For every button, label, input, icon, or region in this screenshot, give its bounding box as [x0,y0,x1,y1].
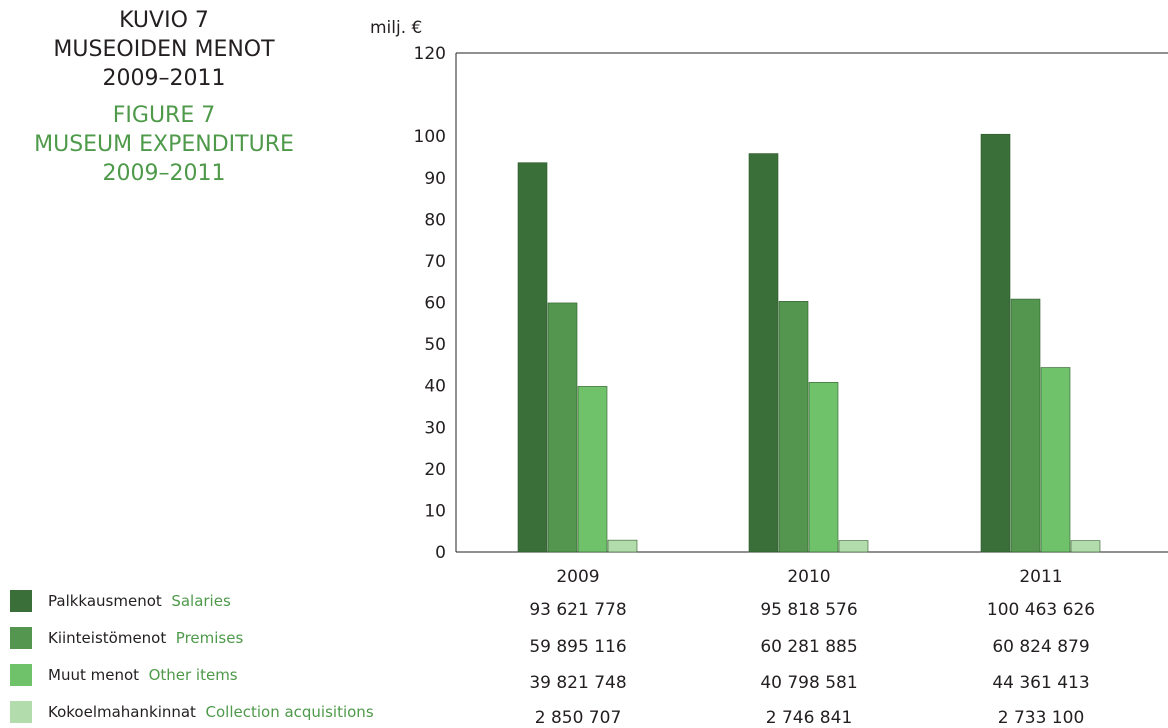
y-tick-label: 20 [424,460,446,480]
legend-label-fi: Kokoelmahankinnat [48,703,196,721]
y-tick-label: 10 [424,501,446,521]
legend-swatch [10,627,32,649]
figure-title: KUVIO 7 MUSEOIDEN MENOT 2009–2011 FIGURE… [0,6,328,188]
title-finnish: KUVIO 7 MUSEOIDEN MENOT 2009–2011 [0,6,328,93]
bar [808,382,839,553]
bar [748,153,779,553]
value-cell: 40 798 581 [760,673,858,693]
value-cell: 39 821 748 [529,673,627,693]
value-cell: 95 818 576 [760,600,858,620]
value-cell: 59 895 116 [529,637,627,657]
legend-label-en: Salaries [171,592,231,610]
y-tick-label: 90 [424,169,446,189]
legend-label-en: Collection acquisitions [205,703,374,721]
legend-label-en: Other items [148,666,238,684]
title-fi-line: 2009–2011 [102,66,226,91]
legend-label-en: Premises [175,629,244,647]
title-en-line: FIGURE 7 [112,103,216,128]
bar [577,386,608,553]
bar [517,162,548,553]
y-tick-label: 120 [414,44,446,64]
bar [547,302,578,553]
title-fi-line: KUVIO 7 [119,8,209,33]
value-cell: 44 361 413 [992,673,1090,693]
y-axis-unit-label: milj. € [370,18,423,38]
y-tick-label: 100 [414,127,446,147]
y-tick-label: 70 [424,252,446,272]
legend-label-fi: Muut menot [48,666,140,684]
y-tick-label: 50 [424,335,446,355]
value-cell: 2 733 100 [997,708,1085,728]
x-tick-label: 2009 [556,567,599,587]
legend-swatch [10,590,32,612]
legend-label-fi: Kiinteistömenot [48,629,167,647]
value-cell: 100 463 626 [986,600,1096,620]
value-cell: 60 281 885 [760,637,858,657]
legend-swatch [10,701,32,723]
title-en-line: MUSEUM EXPENDITURE [34,132,294,157]
value-cell: 60 824 879 [992,637,1090,657]
x-tick-label: 2010 [787,567,830,587]
legend-swatch [10,664,32,686]
y-tick-label: 30 [424,418,446,438]
title-en-line: 2009–2011 [102,161,226,186]
value-cell: 2 746 841 [765,708,853,728]
bar [607,539,638,553]
bar [980,133,1011,553]
bar [1040,367,1071,553]
y-tick-label: 80 [424,210,446,230]
title-english: FIGURE 7 MUSEUM EXPENDITURE 2009–2011 [0,101,328,188]
value-cell: 93 621 778 [529,600,627,620]
bar [1070,540,1101,553]
title-fi-line: MUSEOIDEN MENOT [53,37,275,62]
value-cell: 2 850 707 [534,708,622,728]
bar [1010,298,1041,553]
y-tick-label: 60 [424,294,446,314]
y-tick-label: 0 [435,543,446,563]
legend-label-fi: Palkkausmenot [48,592,162,610]
bar [778,301,809,553]
x-tick-label: 2011 [1019,567,1062,587]
bar [838,540,869,553]
y-tick-label: 40 [424,377,446,397]
